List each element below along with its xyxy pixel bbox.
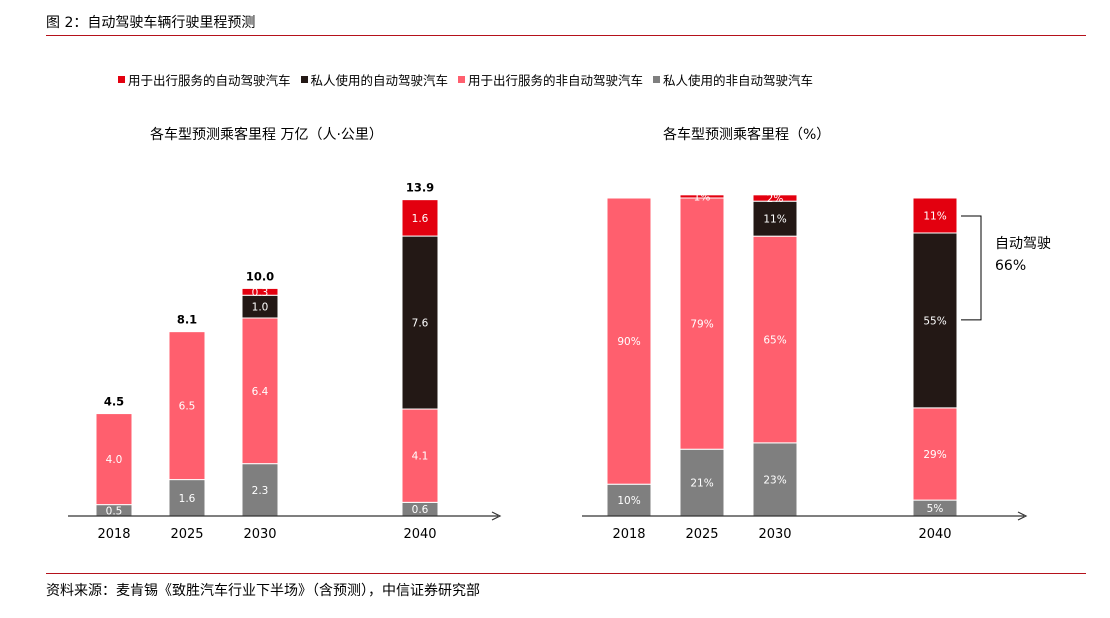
right-bar-2025-shared-nonav — [679, 197, 725, 450]
left-bar-label-2018-private-nonav: 0.5 — [106, 505, 123, 517]
right-bar-label-2018-shared-nonav: 90% — [617, 336, 640, 348]
right-bar-2030-private-av — [752, 200, 798, 237]
left-bar-2018-shared-nonav — [95, 413, 133, 506]
right-bar-label-2030-private-av: 11% — [763, 214, 786, 226]
left-bar-2040-shared-nonav — [401, 408, 439, 503]
left-total-label-2040: 13.9 — [406, 181, 434, 195]
source-note: 资料来源：麦肯锡《致胜汽车行业下半场》（含预测），中信证券研究部 — [46, 583, 480, 599]
right-bar-label-2030-private-nonav: 23% — [763, 474, 786, 486]
left-bar-label-2040-shared-av: 1.6 — [412, 213, 429, 225]
left-bar-label-2040-shared-nonav: 4.1 — [412, 451, 429, 463]
right-bar-2030-shared-av — [752, 194, 798, 202]
right-bar-2040-shared-av — [912, 197, 958, 234]
legend-label-shared-av: 用于出行服务的自动驾驶汽车 — [128, 73, 291, 88]
right-bar-2025-shared-av — [679, 194, 725, 199]
legend-item-private-nonav: 私人使用的非自动驾驶汽车 — [653, 70, 813, 89]
right-bar-2040-private-av — [912, 232, 958, 409]
left-x-tick-2040: 2040 — [403, 527, 436, 542]
left-bar-label-2030-private-av: 1.0 — [252, 302, 269, 314]
right-bar-2040-shared-nonav — [912, 407, 958, 501]
left-bar-label-2025-private-nonav: 1.6 — [179, 493, 196, 505]
autonomous-annotation-label: 自动驾驶 — [995, 236, 1051, 252]
autonomous-annotation-value: 66% — [995, 258, 1026, 274]
right-bar-label-2025-shared-av: 1% — [694, 191, 711, 203]
legend-label-private-nonav: 私人使用的非自动驾驶汽车 — [663, 73, 814, 88]
legend-item-private-av: 私人使用的自动驾驶汽车 — [300, 70, 449, 89]
right-bar-label-2025-private-nonav: 21% — [690, 478, 713, 490]
left-total-label-2030: 10.0 — [246, 269, 274, 283]
right-bar-label-2040-shared-nonav: 29% — [923, 449, 946, 461]
left-bar-label-2018-shared-nonav: 4.0 — [106, 454, 123, 466]
legend-item-shared-av: 用于出行服务的自动驾驶汽车 — [118, 70, 291, 89]
left-bar-label-2040-private-nonav: 0.6 — [412, 504, 429, 516]
left-bar-2040-shared-av — [401, 199, 439, 237]
left-bar-label-2030-private-nonav: 2.3 — [252, 485, 269, 497]
left-bar-2040-private-av — [401, 235, 439, 410]
right-bar-2025-private-nonav — [679, 448, 725, 517]
legend-item-shared-nonav: 用于出行服务的非自动驾驶汽车 — [458, 70, 643, 89]
left-x-tick-2025: 2025 — [170, 527, 203, 542]
right-bar-label-2040-shared-av: 11% — [923, 210, 946, 222]
left-bar-label-2040-private-av: 7.6 — [412, 318, 429, 330]
legend-swatch-shared-av — [118, 76, 125, 83]
legend-label-shared-nonav: 用于出行服务的非自动驾驶汽车 — [468, 73, 644, 88]
legend-swatch-private-av — [300, 76, 308, 83]
autonomous-bracket — [961, 215, 982, 321]
left-total-label-2018: 4.5 — [104, 395, 124, 409]
legend-swatch-shared-nonav — [458, 76, 466, 83]
left-bar-2030-shared-av — [241, 287, 279, 296]
bottom-rule — [46, 573, 1086, 574]
left-bar-2025-shared-nonav — [168, 331, 206, 481]
left-chart-title: 各车型预测乘客里程 万亿（人·公里） — [150, 127, 383, 143]
left-x-tick-2018: 2018 — [97, 527, 130, 542]
legend-label-private-av: 私人使用的自动驾驶汽车 — [310, 73, 449, 88]
right-bar-2018-shared-nonav — [606, 197, 652, 485]
right-chart-title: 各车型预测乘客里程（%） — [663, 127, 831, 143]
right-bar-label-2030-shared-nonav: 65% — [763, 335, 786, 347]
right-x-tick-2018: 2018 — [612, 527, 645, 542]
right-x-tick-2030: 2030 — [758, 527, 791, 542]
right-bar-label-2040-private-nonav: 5% — [927, 503, 944, 515]
figure-title: 图 2：自动驾驶车辆行驶里程预测 — [46, 15, 256, 31]
left-bar-label-2030-shared-av: 0.3 — [252, 287, 269, 299]
left-x-axis-arrow — [491, 511, 502, 521]
left-total-label-2025: 8.1 — [177, 313, 197, 327]
right-x-tick-2040: 2040 — [918, 527, 951, 542]
right-x-tick-2025: 2025 — [685, 527, 718, 542]
right-bar-label-2018-private-nonav: 10% — [617, 495, 640, 507]
right-bar-2030-shared-nonav — [752, 235, 798, 444]
top-rule — [46, 35, 1086, 36]
right-bar-label-2030-shared-av: 2% — [767, 193, 784, 205]
left-bar-label-2030-shared-nonav: 6.4 — [252, 386, 269, 398]
left-bar-label-2025-shared-nonav: 6.5 — [179, 401, 196, 413]
left-x-tick-2030: 2030 — [243, 527, 276, 542]
legend-swatch-private-nonav — [653, 76, 661, 83]
right-bar-label-2040-private-av: 55% — [923, 315, 946, 327]
right-bar-label-2025-shared-nonav: 79% — [690, 319, 713, 331]
legend: 用于出行服务的自动驾驶汽车 私人使用的自动驾驶汽车 用于出行服务的非自动驾驶汽车… — [118, 70, 813, 89]
right-x-axis-arrow — [1017, 511, 1028, 521]
